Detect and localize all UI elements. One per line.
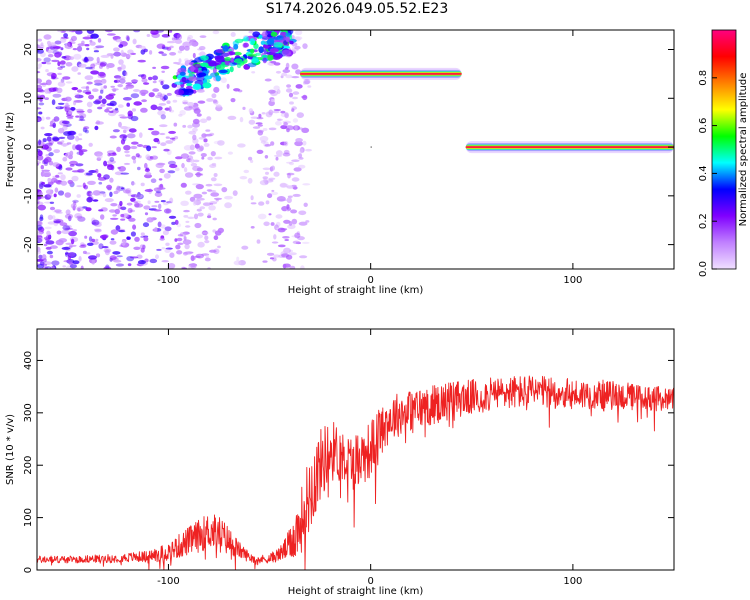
colorbar-tick-label: 0.4: [698, 165, 709, 181]
spectrogram-frame: [36, 29, 675, 270]
colorbar-tick-label: 0.6: [698, 118, 709, 134]
colorbar-tick-label: 0.0: [698, 261, 709, 277]
spectrogram-x-tick-label: 0: [367, 275, 373, 286]
tone-line-0hz: [465, 141, 674, 154]
snr-y-tick-label: 0: [23, 567, 34, 573]
colorbar-label: Normalized spectral amplitude: [738, 73, 749, 227]
snr-y-tick-label: 300: [23, 403, 34, 422]
snr-y-tick-label: 100: [23, 508, 34, 527]
snr-y-tick-label: 400: [23, 351, 34, 370]
spectrogram-plot: [37, 30, 674, 269]
spectrogram-y-tick-label: 10: [23, 92, 34, 105]
spectrogram-y-axis-label: Frequency (Hz): [5, 112, 16, 188]
tone-line-15hz: [299, 67, 462, 80]
snr-plot: [37, 375, 674, 570]
colorbar-tick-label: 0.8: [698, 70, 709, 86]
spectrogram-y-tick-label: 20: [23, 43, 34, 56]
snr-x-tick-label: -100: [157, 576, 180, 587]
snr-y-axis-label: SNR (10 * v/v): [5, 414, 16, 485]
snr-series-line: [37, 375, 674, 570]
spectrogram-x-axis-label: Height of straight line (km): [288, 285, 424, 296]
spectrogram-x-tick-label: -100: [157, 275, 180, 286]
spectrogram-y-tick-label: -20: [23, 236, 34, 252]
colorbar: [711, 29, 737, 270]
spectrogram-y-tick-label: 0: [23, 144, 34, 150]
colorbar-tick-label: 0.2: [698, 213, 709, 229]
spectrogram-x-tick-label: 100: [563, 275, 582, 286]
snr-frame: [36, 328, 675, 571]
snr-x-axis-label: Height of straight line (km): [288, 586, 424, 597]
spectrogram-y-tick-label: -10: [23, 188, 34, 204]
snr-x-tick-label: 100: [563, 576, 582, 587]
snr-y-tick-label: 200: [23, 456, 34, 475]
snr-x-tick-label: 0: [367, 576, 373, 587]
page-title: S174.2026.049.05.52.E23: [265, 1, 449, 17]
